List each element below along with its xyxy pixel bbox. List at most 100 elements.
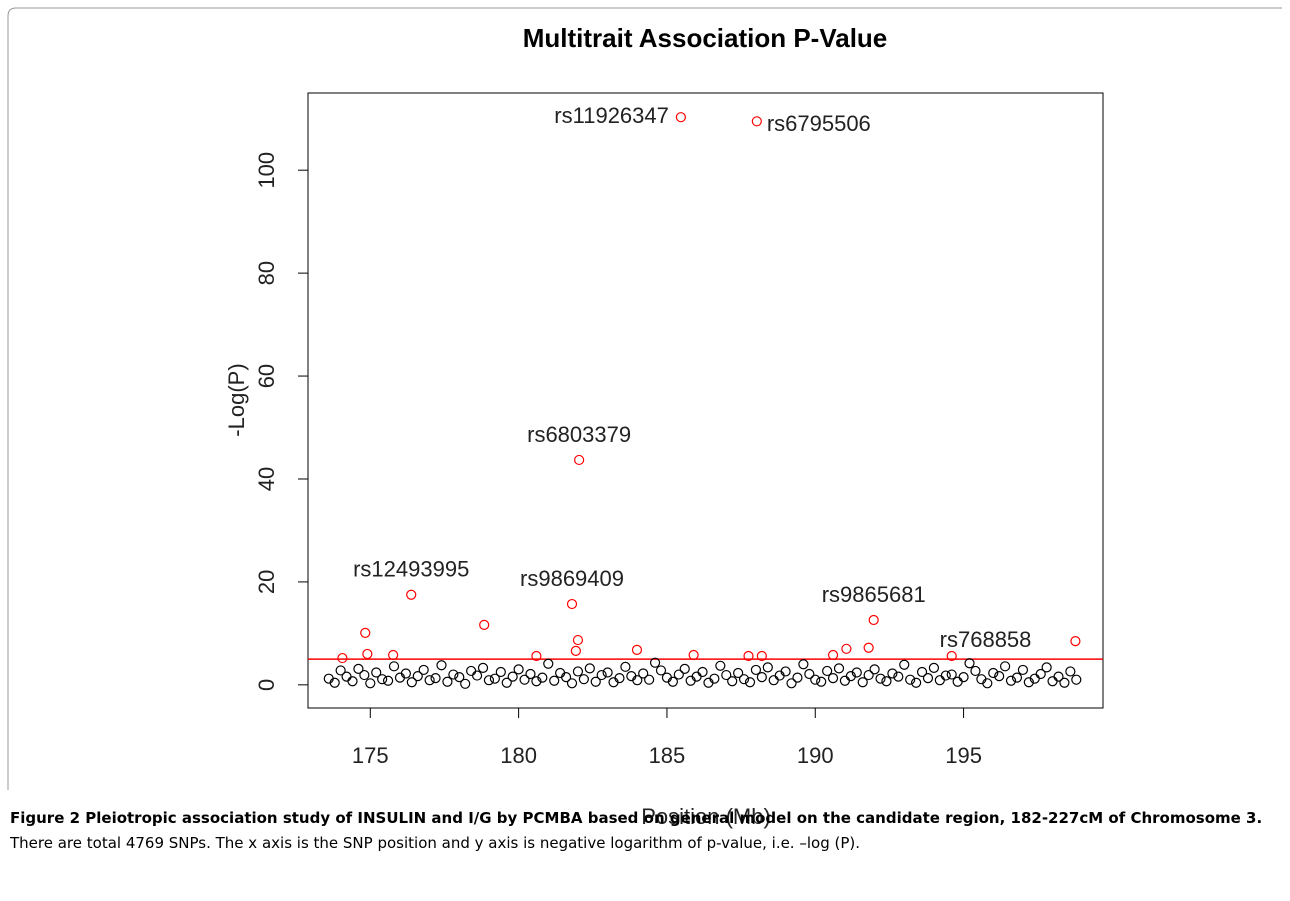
data-point [958, 672, 969, 683]
data-point [786, 678, 797, 689]
data-point [362, 648, 373, 660]
point-label: rs9869409 [520, 566, 624, 591]
y-tick-label: 0 [254, 679, 279, 691]
data-point [400, 668, 411, 679]
data-point [792, 672, 803, 683]
data-point [570, 645, 581, 656]
data-point [424, 675, 435, 686]
data-point [454, 672, 465, 683]
data-point [934, 675, 945, 686]
data-point [881, 676, 892, 687]
data-point [899, 659, 910, 670]
data-point [667, 676, 678, 687]
data-point [620, 661, 631, 672]
data-point [946, 650, 957, 662]
data-point [584, 663, 595, 674]
data-point [519, 674, 530, 685]
y-tick-label: 100 [254, 152, 279, 189]
data-point [952, 676, 963, 687]
y-tick-label: 60 [254, 364, 279, 388]
point-label: rs11926347 [554, 103, 669, 128]
data-point [590, 676, 601, 687]
data-point [845, 670, 856, 682]
data-point [566, 678, 578, 689]
data-point [833, 663, 845, 674]
point-label: rs768858 [940, 627, 1032, 652]
data-point [675, 112, 686, 123]
data-point [922, 673, 934, 684]
chart-title: Multitrait Association P-Value [523, 23, 888, 53]
data-point [727, 676, 738, 687]
x-tick-label: 190 [797, 743, 834, 768]
data-point [377, 674, 388, 685]
data-point [869, 664, 880, 675]
data-point [715, 660, 726, 671]
point-label: rs12493995 [353, 557, 469, 582]
data-point [365, 678, 376, 689]
data-point [655, 665, 667, 676]
data-point [572, 666, 584, 677]
caption-label: Figure 2 Pleiotropic association study o… [10, 809, 1263, 827]
data-point [337, 652, 348, 664]
data-point [822, 665, 833, 677]
data-point [560, 672, 572, 683]
data-point [525, 668, 536, 680]
data-point [688, 649, 699, 661]
data-point [804, 668, 815, 680]
data-point [388, 649, 399, 661]
data-point [839, 675, 851, 686]
plot-frame [307, 92, 1104, 709]
data-point [388, 661, 400, 672]
data-point [507, 671, 518, 682]
data-point [1070, 635, 1081, 647]
x-tick-label: 175 [352, 743, 389, 768]
data-point [631, 644, 643, 655]
data-point [940, 670, 951, 681]
data-point [1023, 677, 1034, 688]
caption: Figure 2 Pleiotropic association study o… [10, 806, 1280, 856]
data-point [756, 650, 767, 662]
data-point [359, 669, 370, 681]
data-point [596, 669, 607, 681]
data-point [466, 665, 477, 677]
data-point [841, 643, 852, 654]
data-point [905, 674, 916, 685]
data-point [418, 664, 429, 676]
data-point [430, 673, 441, 684]
data-point [697, 666, 708, 678]
data-point [1053, 671, 1064, 682]
data-point [501, 677, 512, 688]
data-point [549, 675, 560, 686]
data-point [495, 666, 506, 678]
data-point [578, 674, 589, 685]
y-axis-label: -Log(P) [224, 363, 249, 436]
data-point [329, 677, 340, 688]
data-point [738, 674, 750, 685]
data-point [827, 649, 839, 661]
data-point [751, 116, 762, 127]
data-point [360, 627, 371, 638]
data-point [471, 670, 483, 681]
data-point [827, 673, 839, 684]
data-point [868, 614, 879, 626]
data-point [483, 675, 495, 686]
data-point [743, 650, 754, 662]
data-point [353, 663, 364, 674]
data-point [574, 454, 585, 466]
data-point [477, 662, 489, 673]
data-point [768, 675, 779, 686]
data-point [1000, 661, 1011, 672]
data-point [673, 669, 684, 680]
data-point [863, 642, 874, 653]
y-tick-label: 40 [254, 467, 279, 491]
data-point [1047, 676, 1058, 687]
data-point [412, 670, 423, 682]
data-point [602, 667, 613, 678]
x-tick-label: 180 [500, 743, 537, 768]
x-tick-label: 185 [649, 743, 686, 768]
data-point [810, 674, 821, 685]
data-point [448, 669, 459, 680]
data-point [543, 658, 554, 669]
data-point [436, 660, 447, 671]
